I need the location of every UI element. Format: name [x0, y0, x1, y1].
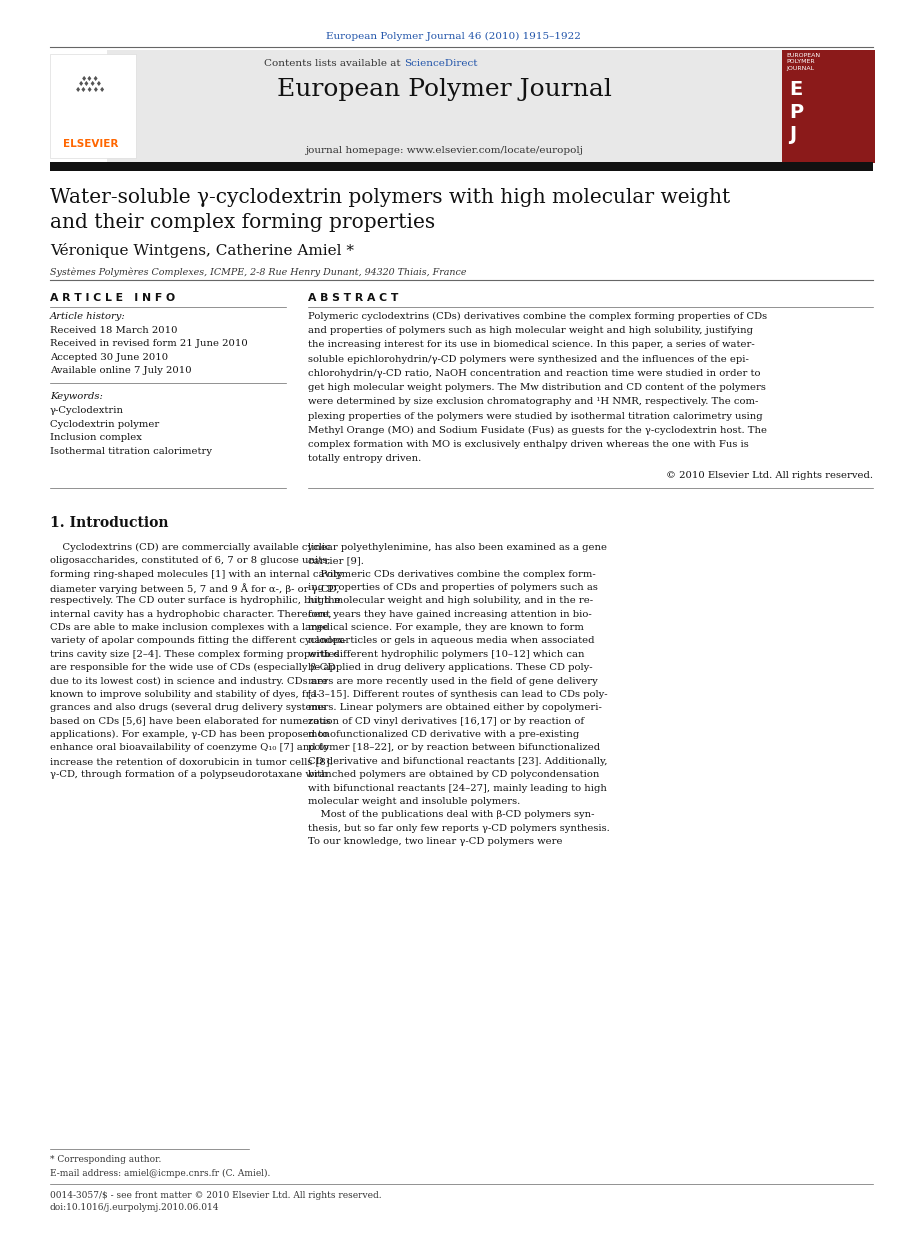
Text: mers. Linear polymers are obtained either by copolymeri-: mers. Linear polymers are obtained eithe… — [308, 703, 602, 712]
Text: enhance oral bioavailability of coenzyme Q₁₀ [7] and to: enhance oral bioavailability of coenzyme… — [50, 743, 328, 753]
Text: grances and also drugs (several drug delivery systems: grances and also drugs (several drug del… — [50, 703, 326, 712]
Text: [13–15]. Different routes of synthesis can lead to CDs poly-: [13–15]. Different routes of synthesis c… — [308, 690, 608, 699]
Text: ♦♦♦
♦♦♦♦
♦♦♦♦♦: ♦♦♦ ♦♦♦♦ ♦♦♦♦♦ — [75, 76, 106, 93]
Text: E-mail address: amiel@icmpe.cnrs.fr (C. Amiel).: E-mail address: amiel@icmpe.cnrs.fr (C. … — [50, 1169, 270, 1177]
Text: ing properties of CDs and properties of polymers such as: ing properties of CDs and properties of … — [308, 583, 599, 592]
Text: polymer [18–22], or by reaction between bifunctionalized: polymer [18–22], or by reaction between … — [308, 743, 600, 753]
Text: cent years they have gained increasing attention in bio-: cent years they have gained increasing a… — [308, 609, 592, 619]
Text: chlorohydrin/γ-CD ratio, NaOH concentration and reaction time were studied in or: chlorohydrin/γ-CD ratio, NaOH concentrat… — [308, 369, 761, 378]
Text: E: E — [789, 80, 803, 99]
Text: zation of CD vinyl derivatives [16,17] or by reaction of: zation of CD vinyl derivatives [16,17] o… — [308, 717, 584, 725]
Text: applications). For example, γ-CD has been proposed to: applications). For example, γ-CD has bee… — [50, 730, 328, 739]
Text: A B S T R A C T: A B S T R A C T — [308, 293, 399, 303]
Text: Inclusion complex: Inclusion complex — [50, 433, 141, 442]
Text: linear polyethylenimine, has also been examined as a gene: linear polyethylenimine, has also been e… — [308, 542, 608, 552]
Text: branched polymers are obtained by CD polycondensation: branched polymers are obtained by CD pol… — [308, 770, 600, 779]
Bar — [107, 50, 782, 163]
Text: get high molecular weight polymers. The Mᴡ distribution and CD content of the po: get high molecular weight polymers. The … — [308, 383, 766, 392]
Text: Accepted 30 June 2010: Accepted 30 June 2010 — [50, 353, 168, 361]
Text: doi:10.1016/j.eurpolymj.2010.06.014: doi:10.1016/j.eurpolymj.2010.06.014 — [50, 1203, 219, 1212]
Bar — [50, 162, 873, 171]
Text: thesis, but so far only few reports γ-CD polymers synthesis.: thesis, but so far only few reports γ-CD… — [308, 823, 610, 833]
Text: oligosaccharides, constituted of 6, 7 or 8 glucose units,: oligosaccharides, constituted of 6, 7 or… — [50, 556, 330, 566]
Text: Most of the publications deal with β-CD polymers syn-: Most of the publications deal with β-CD … — [308, 810, 595, 820]
Text: journal homepage: www.elsevier.com/locate/europolj: journal homepage: www.elsevier.com/locat… — [306, 146, 583, 155]
Text: γ-Cyclodextrin: γ-Cyclodextrin — [50, 406, 124, 415]
Text: Contents lists available at: Contents lists available at — [264, 59, 404, 68]
Text: Systèmes Polymères Complexes, ICMPE, 2-8 Rue Henry Dunant, 94320 Thiais, France: Systèmes Polymères Complexes, ICMPE, 2-8… — [50, 267, 466, 277]
Text: totally entropy driven.: totally entropy driven. — [308, 454, 422, 463]
Text: carrier [9].: carrier [9]. — [308, 556, 365, 566]
Text: CDs are able to make inclusion complexes with a large: CDs are able to make inclusion complexes… — [50, 623, 328, 633]
Text: EUROPEAN
POLYMER
JOURNAL: EUROPEAN POLYMER JOURNAL — [786, 53, 821, 71]
Text: Cyclodextrin polymer: Cyclodextrin polymer — [50, 420, 159, 428]
Text: variety of apolar compounds fitting the different cyclodex-: variety of apolar compounds fitting the … — [50, 636, 346, 645]
Text: internal cavity has a hydrophobic character. Therefore,: internal cavity has a hydrophobic charac… — [50, 609, 332, 619]
Text: are responsible for the wide use of CDs (especially β-CD: are responsible for the wide use of CDs … — [50, 664, 336, 672]
Text: soluble epichlorohydrin/γ-CD polymers were synthesized and the influences of the: soluble epichlorohydrin/γ-CD polymers we… — [308, 354, 749, 364]
Text: due to its lowest cost) in science and industry. CDs are: due to its lowest cost) in science and i… — [50, 676, 327, 686]
Text: γ-CD, through formation of a polypseudorotaxane with: γ-CD, through formation of a polypseudor… — [50, 770, 327, 779]
Text: known to improve solubility and stability of dyes, fra-: known to improve solubility and stabilit… — [50, 690, 320, 699]
Text: Polymeric cyclodextrins (CDs) derivatives combine the complex forming properties: Polymeric cyclodextrins (CDs) derivative… — [308, 312, 767, 321]
Text: Keywords:: Keywords: — [50, 392, 102, 401]
Text: J: J — [789, 125, 796, 144]
Text: forming ring-shaped molecules [1] with an internal cavity: forming ring-shaped molecules [1] with a… — [50, 569, 343, 578]
Text: high molecular weight and high solubility, and in the re-: high molecular weight and high solubilit… — [308, 597, 593, 605]
Text: increase the retention of doxorubicin in tumor cells [8].: increase the retention of doxorubicin in… — [50, 756, 333, 766]
Text: molecular weight and insoluble polymers.: molecular weight and insoluble polymers. — [308, 797, 521, 806]
Text: monofunctionalized CD derivative with a pre-existing: monofunctionalized CD derivative with a … — [308, 730, 580, 739]
Text: based on CDs [5,6] have been elaborated for numerous: based on CDs [5,6] have been elaborated … — [50, 717, 331, 725]
Text: Isothermal titration calorimetry: Isothermal titration calorimetry — [50, 447, 212, 456]
Text: Received in revised form 21 June 2010: Received in revised form 21 June 2010 — [50, 339, 248, 348]
Text: European Polymer Journal 46 (2010) 1915–1922: European Polymer Journal 46 (2010) 1915–… — [326, 32, 581, 41]
Text: Polymeric CDs derivatives combine the complex form-: Polymeric CDs derivatives combine the co… — [308, 569, 596, 578]
Text: plexing properties of the polymers were studied by isothermal titration calorime: plexing properties of the polymers were … — [308, 411, 763, 421]
Text: © 2010 Elsevier Ltd. All rights reserved.: © 2010 Elsevier Ltd. All rights reserved… — [666, 470, 873, 480]
Text: P: P — [789, 103, 804, 121]
Text: the increasing interest for its use in biomedical science. In this paper, a seri: the increasing interest for its use in b… — [308, 340, 756, 349]
Text: and their complex forming properties: and their complex forming properties — [50, 213, 435, 232]
Text: CD derivative and bifunctional reactants [23]. Additionally,: CD derivative and bifunctional reactants… — [308, 756, 608, 766]
Text: be applied in drug delivery applications. These CD poly-: be applied in drug delivery applications… — [308, 664, 593, 672]
Text: European Polymer Journal: European Polymer Journal — [277, 78, 612, 100]
Text: and properties of polymers such as high molecular weight and high solubility, ju: and properties of polymers such as high … — [308, 326, 754, 335]
Text: A R T I C L E   I N F O: A R T I C L E I N F O — [50, 293, 175, 303]
Text: Received 18 March 2010: Received 18 March 2010 — [50, 326, 178, 334]
Text: Véronique Wintgens, Catherine Amiel *: Véronique Wintgens, Catherine Amiel * — [50, 243, 354, 258]
Bar — [50, 54, 136, 158]
Text: * Corresponding author.: * Corresponding author. — [50, 1155, 161, 1164]
Text: nanoparticles or gels in aqueous media when associated: nanoparticles or gels in aqueous media w… — [308, 636, 595, 645]
Text: mers are more recently used in the field of gene delivery: mers are more recently used in the field… — [308, 676, 598, 686]
Text: respectively. The CD outer surface is hydrophilic, but the: respectively. The CD outer surface is hy… — [50, 597, 340, 605]
Text: Methyl Orange (MO) and Sodium Fusidate (Fus) as guests for the γ-cyclodextrin ho: Methyl Orange (MO) and Sodium Fusidate (… — [308, 426, 767, 435]
Text: Cyclodextrins (CD) are commercially available cyclic: Cyclodextrins (CD) are commercially avai… — [50, 542, 331, 552]
Bar — [782, 50, 875, 163]
Text: with bifunctional reactants [24–27], mainly leading to high: with bifunctional reactants [24–27], mai… — [308, 784, 608, 792]
Text: trins cavity size [2–4]. These complex forming properties: trins cavity size [2–4]. These complex f… — [50, 650, 339, 659]
Text: ScienceDirect: ScienceDirect — [405, 59, 478, 68]
Text: Available online 7 July 2010: Available online 7 July 2010 — [50, 366, 191, 375]
Text: medical science. For example, they are known to form: medical science. For example, they are k… — [308, 623, 584, 633]
Text: 1. Introduction: 1. Introduction — [50, 515, 169, 530]
Text: diameter varying between 5, 7 and 9 Å for α-, β- or γ-CD,: diameter varying between 5, 7 and 9 Å fo… — [50, 583, 339, 594]
Text: were determined by size exclusion chromatography and ¹H NMR, respectively. The c: were determined by size exclusion chroma… — [308, 397, 759, 406]
Text: Article history:: Article history: — [50, 312, 126, 321]
Text: ELSEVIER: ELSEVIER — [63, 139, 119, 149]
Text: complex formation with MO is exclusively enthalpy driven whereas the one with Fu: complex formation with MO is exclusively… — [308, 439, 749, 449]
Text: Water-soluble γ-cyclodextrin polymers with high molecular weight: Water-soluble γ-cyclodextrin polymers wi… — [50, 188, 730, 207]
Text: with different hydrophilic polymers [10–12] which can: with different hydrophilic polymers [10–… — [308, 650, 585, 659]
Text: To our knowledge, two linear γ-CD polymers were: To our knowledge, two linear γ-CD polyme… — [308, 837, 563, 846]
Text: 0014-3057/$ - see front matter © 2010 Elsevier Ltd. All rights reserved.: 0014-3057/$ - see front matter © 2010 El… — [50, 1191, 382, 1200]
